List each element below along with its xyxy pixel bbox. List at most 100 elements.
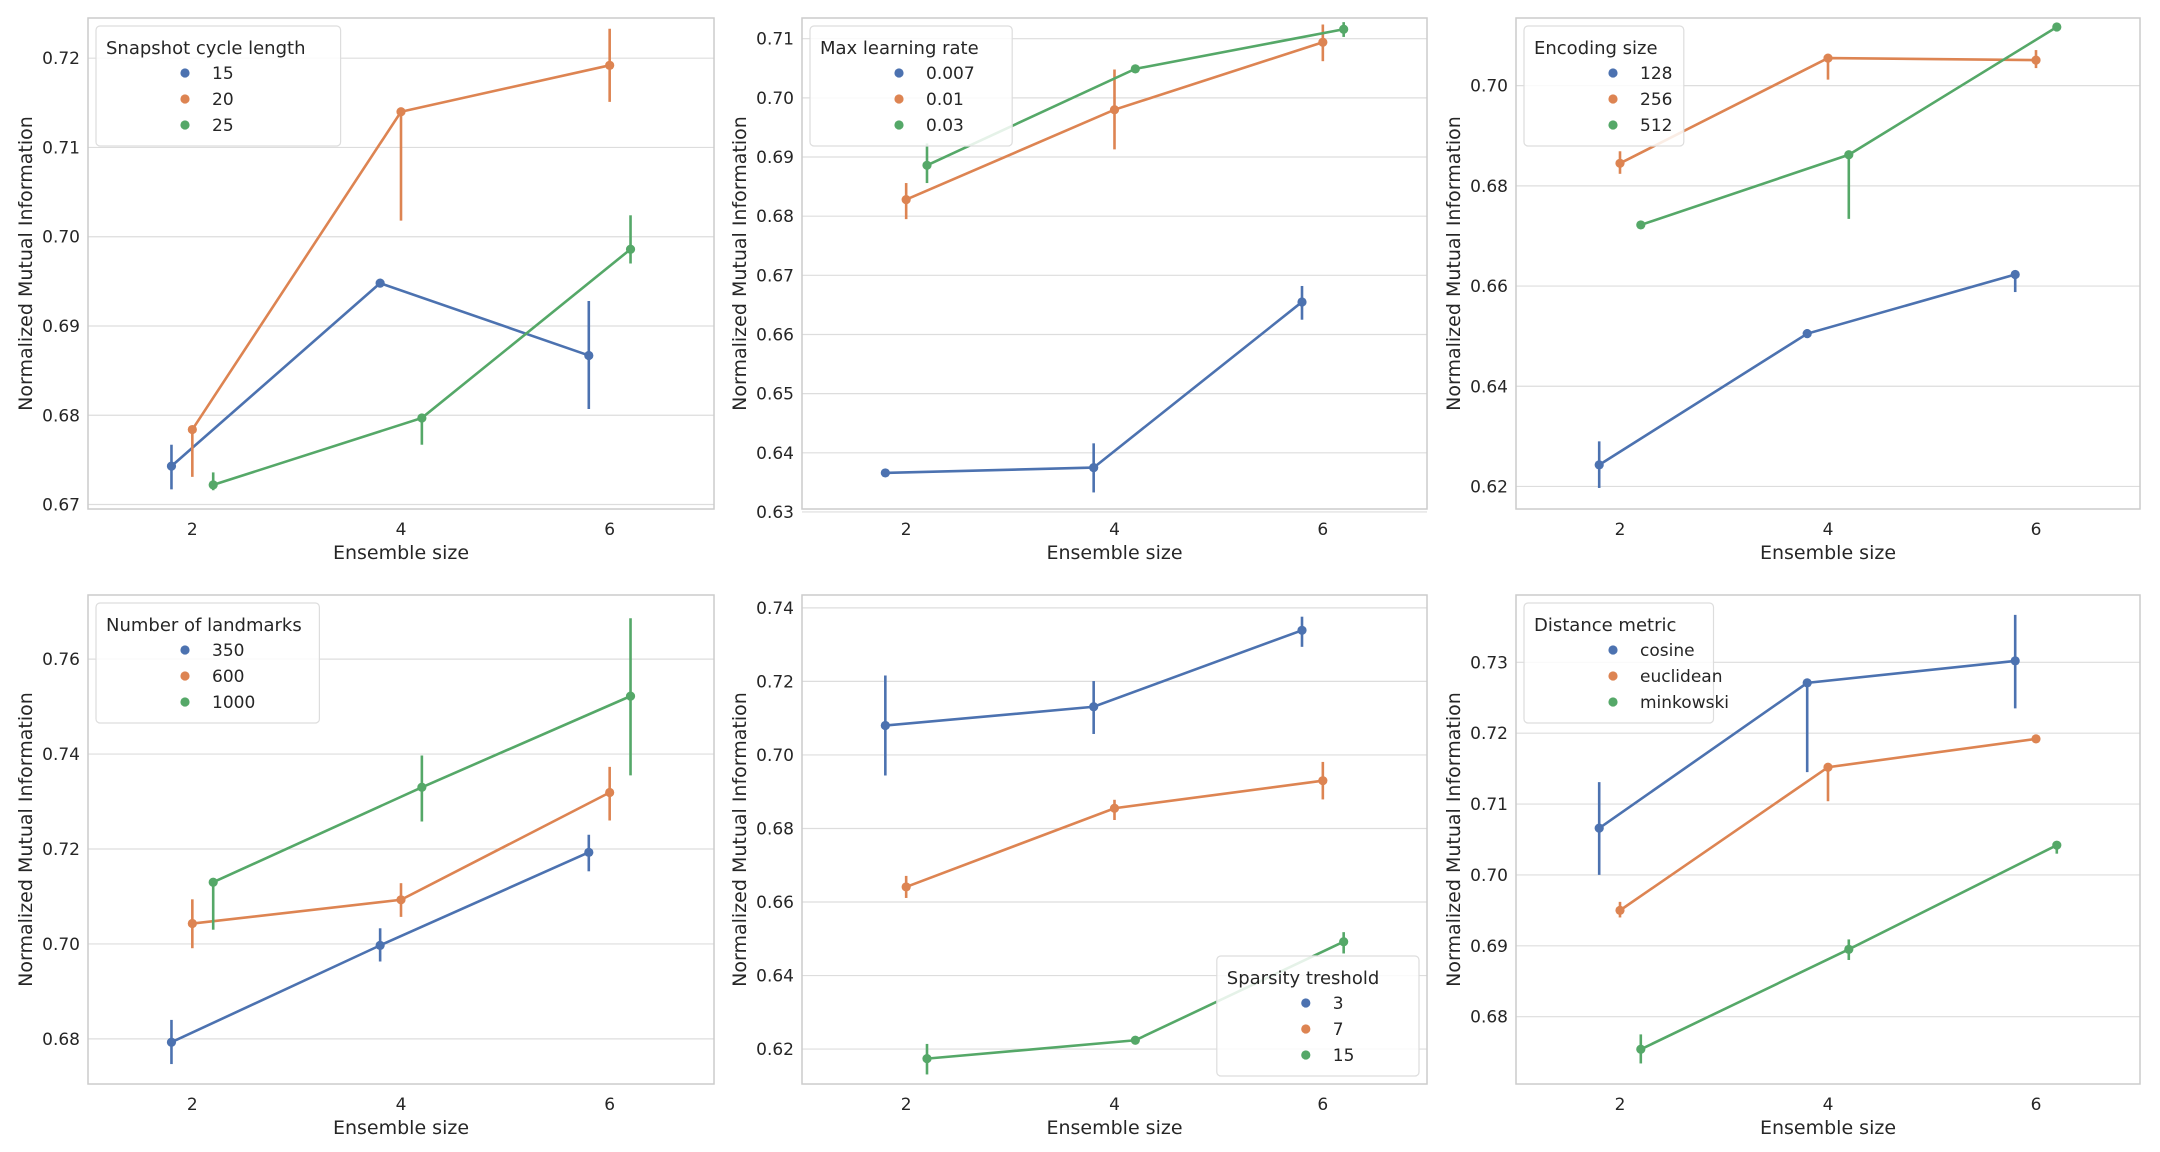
data-point <box>208 877 218 887</box>
legend-title: Snapshot cycle length <box>106 38 306 59</box>
legend-entry: 256 <box>1640 90 1672 110</box>
data-point <box>1297 625 1307 635</box>
y-tick-label: 0.68 <box>1470 1008 1508 1028</box>
y-tick-label: 0.69 <box>756 148 794 168</box>
data-point <box>1636 1044 1646 1054</box>
data-point <box>901 882 911 892</box>
data-point <box>1636 220 1646 230</box>
legend-marker <box>1301 998 1311 1008</box>
x-tick-label: 2 <box>1615 520 1626 540</box>
legend-title: Number of landmarks <box>106 615 302 636</box>
data-point <box>1844 150 1854 160</box>
y-tick-label: 0.68 <box>756 207 794 227</box>
plot-frame <box>1515 17 2141 510</box>
x-axis-label: Ensemble size <box>1046 1117 1182 1139</box>
y-tick-label: 0.70 <box>42 935 80 955</box>
y-tick-label: 0.72 <box>756 672 794 692</box>
data-point <box>1823 762 1833 772</box>
y-tick-label: 0.68 <box>42 406 80 426</box>
data-point <box>1615 905 1625 915</box>
y-tick-label: 0.74 <box>42 745 80 765</box>
chart-panel: 0.68 0.69 0.70 0.71 0.72 0.73 2 4 6 Ensemble size… <box>1443 594 2141 1139</box>
plot-frame <box>87 17 715 510</box>
data-point <box>1130 64 1140 74</box>
data-point <box>396 107 406 117</box>
data-point <box>2010 656 2020 666</box>
data-point <box>1318 37 1328 47</box>
legend-title: Encoding size <box>1534 38 1658 59</box>
x-tick-label: 2 <box>187 520 198 540</box>
legend-entry: 512 <box>1640 116 1672 136</box>
y-tick-label: 0.67 <box>42 496 80 516</box>
data-point <box>2031 55 2041 65</box>
data-point <box>1089 702 1099 712</box>
legend-entry: 7 <box>1333 1020 1344 1040</box>
legend-marker <box>1608 94 1618 104</box>
legend: Snapshot cycle length 15 20 25 <box>95 25 342 147</box>
y-tick-label: 0.66 <box>756 325 794 345</box>
legend-marker <box>180 94 190 104</box>
plot-frame <box>801 594 1428 1085</box>
y-tick-label: 0.70 <box>756 746 794 766</box>
legend-marker <box>180 697 190 707</box>
x-axis-label: Ensemble size <box>1046 542 1182 564</box>
legend: Max learning rate 0.007 0.01 0.03 <box>809 25 1013 147</box>
data-point <box>584 847 594 857</box>
legend-marker <box>1301 1024 1311 1034</box>
data-point <box>166 461 177 471</box>
legend-marker <box>894 94 904 104</box>
legend-marker <box>180 120 190 130</box>
legend-marker <box>1608 68 1618 78</box>
legend-box <box>1523 25 1685 147</box>
data-point <box>187 424 197 435</box>
legend-entry: 1000 <box>212 693 255 713</box>
y-tick-label: 0.62 <box>1470 477 1508 497</box>
x-tick-label: 6 <box>604 520 615 540</box>
legend: Sparsity treshold 3 7 15 <box>1216 955 1420 1077</box>
chart-panel: 0.62 0.64 0.66 0.68 0.70 2 4 6 Ensemble size Norm… <box>1443 17 2141 564</box>
data-point <box>1802 329 1812 339</box>
y-tick-label: 0.71 <box>42 138 80 158</box>
x-tick-label: 6 <box>2031 520 2042 540</box>
y-tick-label: 0.73 <box>1470 653 1508 673</box>
y-tick-label: 0.70 <box>756 89 794 109</box>
legend-box <box>1523 602 1715 724</box>
y-axis-label: Normalized Mutual Information <box>15 692 37 987</box>
y-tick-label: 0.68 <box>1470 177 1508 197</box>
y-tick-label: 0.67 <box>756 266 794 286</box>
x-tick-label: 6 <box>604 1095 615 1115</box>
plot-frame <box>87 594 715 1085</box>
legend-box <box>95 25 342 147</box>
legend-box <box>809 25 1013 147</box>
legend-marker <box>894 68 904 78</box>
x-tick-label: 4 <box>396 1095 407 1115</box>
data-point <box>625 691 636 701</box>
legend: Distance metric cosine euclidean minkowski <box>1523 602 1729 724</box>
data-point <box>1130 1035 1140 1045</box>
legend-entry: euclidean <box>1640 667 1722 687</box>
legend-box <box>95 602 320 724</box>
data-point <box>880 720 890 731</box>
data-point <box>1594 823 1604 833</box>
x-tick-label: 4 <box>1823 520 1834 540</box>
data-point <box>2052 22 2062 32</box>
data-point <box>880 468 890 478</box>
data-point <box>625 244 636 254</box>
x-tick-label: 2 <box>901 1095 912 1115</box>
legend-title: Sparsity treshold <box>1227 968 1379 989</box>
x-tick-label: 6 <box>1317 520 1328 540</box>
legend-entry: 350 <box>212 641 244 661</box>
data-point <box>1339 937 1349 947</box>
y-axis-label: Normalized Mutual Information <box>1443 116 1465 411</box>
data-point <box>187 918 197 929</box>
y-tick-label: 0.74 <box>756 599 794 619</box>
y-axis-label: Normalized Mutual Information <box>1443 692 1465 987</box>
legend-marker <box>1608 671 1618 681</box>
legend-marker <box>180 671 190 681</box>
y-tick-label: 0.63 <box>756 503 794 523</box>
chart-panel: 0.62 0.64 0.66 0.68 0.70 0.72 0.74 2 4 6 Ensemble … <box>729 594 1428 1139</box>
legend: Number of landmarks 350 600 1000 <box>95 602 320 724</box>
x-axis-label: Ensemble size <box>1760 542 1896 564</box>
data-point <box>922 160 932 170</box>
